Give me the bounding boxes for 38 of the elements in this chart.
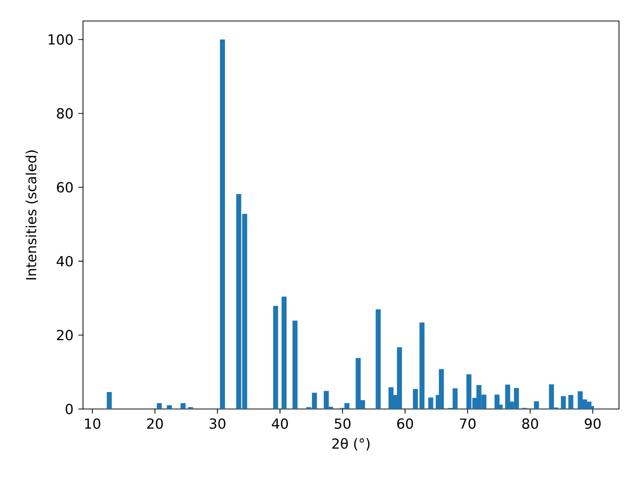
x-tick-label: 10: [85, 418, 100, 429]
bar: [344, 403, 350, 409]
x-tick-label: 40: [272, 418, 288, 429]
x-tick-label: 50: [334, 418, 350, 429]
bar: [396, 347, 402, 409]
bar: [376, 309, 381, 409]
bar: [388, 387, 394, 409]
y-tick-label: 40: [56, 256, 73, 266]
bar: [292, 320, 298, 409]
x-tick-label: 20: [147, 418, 163, 429]
bar: [428, 398, 434, 409]
x-tick-label: 80: [522, 418, 538, 429]
x-tick-label: 90: [584, 418, 601, 429]
bar: [534, 401, 539, 409]
x-tick-label: 60: [397, 418, 413, 429]
x-axis-title: 2θ (°): [332, 438, 370, 450]
bar: [560, 396, 566, 409]
y-tick-label: 80: [56, 108, 73, 119]
bar: [282, 296, 287, 409]
bar: [578, 391, 583, 409]
bar: [356, 358, 361, 409]
y-axis-title: Intensities (scaled): [26, 150, 38, 280]
bar: [324, 390, 329, 409]
y-tick-label: 60: [56, 182, 73, 193]
bar: [220, 39, 225, 409]
bar: [273, 306, 278, 409]
x-tick-label: 30: [210, 418, 226, 429]
bar: [505, 384, 510, 409]
y-tick-label: 20: [57, 330, 73, 340]
bar: [568, 394, 574, 409]
bar: [180, 403, 186, 409]
bar: [156, 403, 162, 409]
x-tick-label: 70: [460, 418, 476, 429]
bar: [106, 392, 112, 409]
bar: [166, 405, 172, 409]
bar: [438, 369, 444, 409]
y-tick-label: 0: [66, 404, 73, 414]
y-tick-label: 100: [48, 34, 73, 45]
